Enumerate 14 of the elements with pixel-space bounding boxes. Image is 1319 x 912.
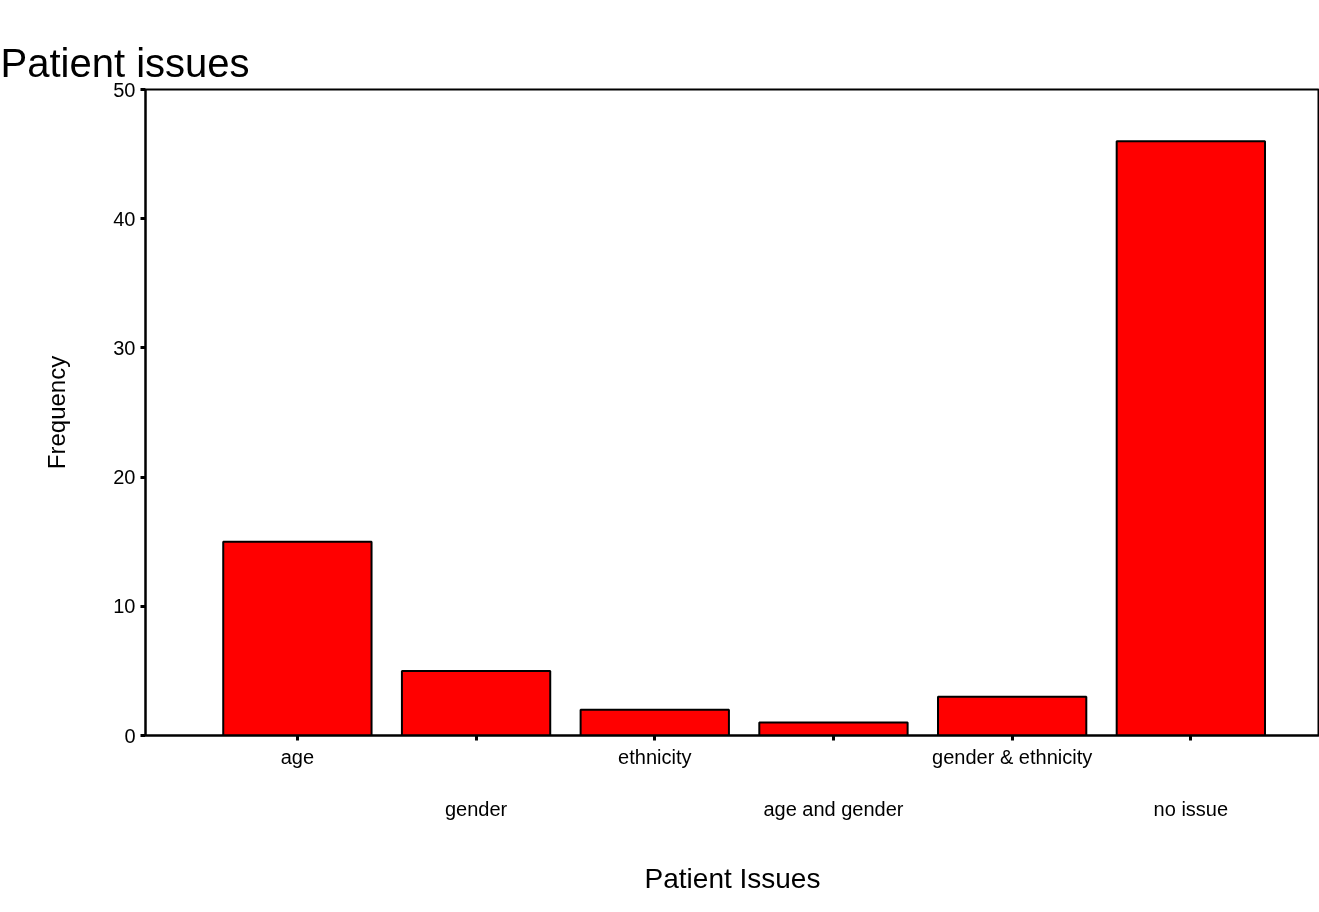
x-axis-title: Patient Issues	[644, 863, 821, 895]
x-tick-label: no issue	[1153, 798, 1229, 821]
y-axis-title: Frequency	[43, 355, 71, 470]
y-tick-label: 30	[113, 336, 136, 359]
x-tick-label: age	[280, 745, 315, 768]
y-tick-label: 40	[113, 207, 136, 230]
x-tick-label: gender	[444, 798, 508, 821]
x-tick-label: gender & ethnicity	[932, 745, 1093, 768]
y-tick-label: 0	[124, 724, 136, 747]
x-tick-label: age and gender	[763, 798, 904, 821]
y-tick-label: 20	[113, 466, 136, 489]
x-tick-label: ethnicity	[618, 745, 692, 768]
y-tick-label: 10	[113, 595, 136, 618]
y-tick-label: 50	[113, 78, 136, 101]
